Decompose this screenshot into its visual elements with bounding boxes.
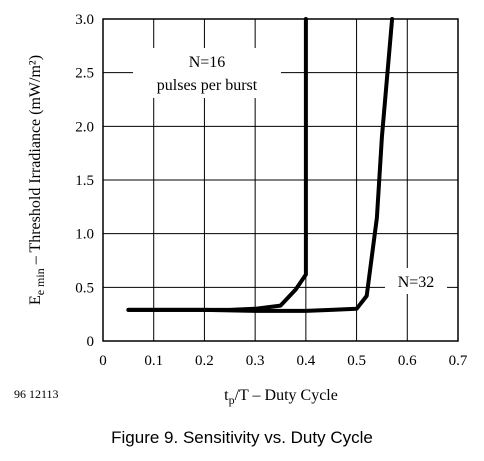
x-tick-label: 0.5 — [347, 353, 366, 369]
figure-caption: Figure 9. Sensitivity vs. Duty Cycle — [111, 428, 373, 447]
annotation-n16-bg — [133, 48, 281, 98]
annotation-n32-bg — [385, 268, 447, 294]
y-tick-label: 0.5 — [75, 280, 94, 296]
y-tick-label: 2.0 — [75, 119, 94, 135]
y-tick-label: 2.5 — [75, 66, 94, 82]
annotation-n16-line1: N=16 — [189, 54, 226, 71]
y-tick-labels: 0 0.5 1.0 1.5 2.0 2.5 3.0 — [75, 12, 94, 350]
x-tick-label: 0.2 — [195, 353, 214, 369]
duty-cycle-chart: 0 0.1 0.2 0.3 0.4 0.5 0.6 0.7 0 0.5 1.0 1.5 2.0 2.5 3… — [14, 12, 468, 407]
x-tick-label: 0.3 — [246, 353, 265, 369]
y-axis-label: Ee min – Threshold Irradiance (mW/m²) — [27, 55, 47, 305]
x-tick-labels: 0 0.1 0.2 0.3 0.4 0.5 0.6 0.7 — [99, 353, 468, 369]
series-line-n32 — [126, 17, 395, 313]
x-tick-label: 0.6 — [398, 353, 417, 369]
annotation-backgrounds — [133, 48, 447, 294]
x-axis-label: tp/T – Duty Cycle — [224, 387, 338, 407]
y-tick-label: 1.5 — [75, 173, 94, 189]
x-tick-label: 0 — [99, 353, 107, 369]
series-lines — [126, 17, 395, 313]
y-tick-label: 3.0 — [75, 12, 94, 28]
plot-frame — [102, 18, 459, 342]
document-id: 96 12113 — [14, 387, 59, 401]
annotation-n16-line2: pulses per burst — [157, 77, 258, 94]
y-tick-label: 0 — [87, 334, 95, 350]
x-tick-label: 0.7 — [449, 353, 468, 369]
x-tick-label: 0.4 — [296, 353, 315, 369]
x-tick-label: 0.1 — [144, 353, 163, 369]
annotation-n32: N=32 — [398, 274, 435, 291]
y-tick-label: 1.0 — [75, 227, 94, 243]
